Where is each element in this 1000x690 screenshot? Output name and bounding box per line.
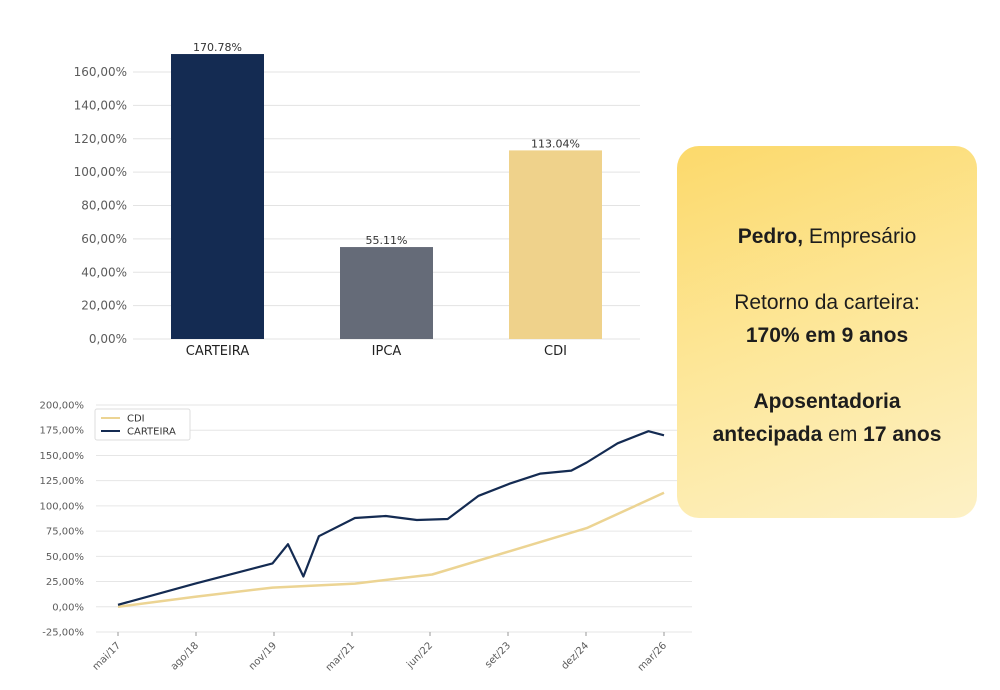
profile-role: Empresário xyxy=(803,225,917,248)
y-tick-label: 200,00% xyxy=(40,401,85,412)
x-tick-label: nov/19 xyxy=(247,640,279,672)
profile-card: Pedro, Empresário Retorno da carteira: 1… xyxy=(677,146,977,518)
y-tick-label: 160,00% xyxy=(74,65,127,79)
x-category-label: IPCA xyxy=(372,344,402,359)
x-tick-label: dez/24 xyxy=(559,640,591,672)
y-tick-label: 20,00% xyxy=(81,299,127,313)
x-tick-label: set/23 xyxy=(483,640,513,670)
x-tick-label: jun/22 xyxy=(404,640,435,671)
y-tick-label: 120,00% xyxy=(74,132,127,146)
y-tick-label: 50,00% xyxy=(46,552,84,563)
x-tick-label: mai/17 xyxy=(91,640,123,672)
retire-years: 17 anos xyxy=(863,423,942,446)
return-value: 170% em 9 anos xyxy=(745,324,909,347)
y-tick-label: 140,00% xyxy=(74,98,127,112)
y-tick-label: 75,00% xyxy=(46,527,84,538)
y-tick-label: 60,00% xyxy=(81,232,127,246)
y-tick-label: 125,00% xyxy=(40,476,85,487)
bar xyxy=(171,54,264,339)
bar-data-label: 170.78% xyxy=(193,41,242,54)
series-line-cdi xyxy=(117,491,665,609)
retire-connector: em xyxy=(822,423,864,446)
profile-line: Pedro, Empresário xyxy=(677,220,977,253)
legend-label: CARTEIRA xyxy=(127,427,176,438)
y-tick-label: 0,00% xyxy=(52,602,84,613)
profile-name: Pedro, xyxy=(737,225,804,248)
bar-data-label: 55.11% xyxy=(366,234,408,247)
return-label: Retorno da carteira: xyxy=(734,291,920,314)
y-tick-label: 40,00% xyxy=(81,265,127,279)
y-tick-label: 80,00% xyxy=(81,199,127,213)
x-category-label: CDI xyxy=(544,344,567,359)
bar xyxy=(340,247,433,339)
retire-early: antecipada xyxy=(712,423,823,446)
x-category-label: CARTEIRA xyxy=(186,344,250,359)
y-tick-label: -25,00% xyxy=(42,628,84,639)
series-line-carteira xyxy=(117,430,665,606)
bar-chart: 0,00% 20,00% 40,00% 60,00% 80,00% 100,00% 120,… xyxy=(74,41,640,359)
bar xyxy=(509,150,602,339)
legend-box xyxy=(94,408,191,441)
retire-word: Aposentadoria xyxy=(753,390,901,413)
y-tick-label: 25,00% xyxy=(46,577,84,588)
y-tick-label: 175,00% xyxy=(40,426,85,437)
retire-line: antecipada em 17 anos xyxy=(677,418,977,451)
x-tick-label: ago/18 xyxy=(169,640,201,672)
legend-label: CDI xyxy=(127,414,145,425)
line-chart: -25,00% 0,00% 25,00% 50,00% 75,00% 100,00% 125… xyxy=(40,401,692,674)
y-tick-label: 100,00% xyxy=(74,165,127,179)
x-tick-label: mar/21 xyxy=(324,640,357,673)
x-tick-label: mar/26 xyxy=(636,640,669,673)
y-tick-label: 0,00% xyxy=(89,332,127,346)
bar-data-label: 113.04% xyxy=(531,137,580,150)
y-tick-label: 100,00% xyxy=(40,501,85,512)
y-tick-label: 150,00% xyxy=(40,451,85,462)
